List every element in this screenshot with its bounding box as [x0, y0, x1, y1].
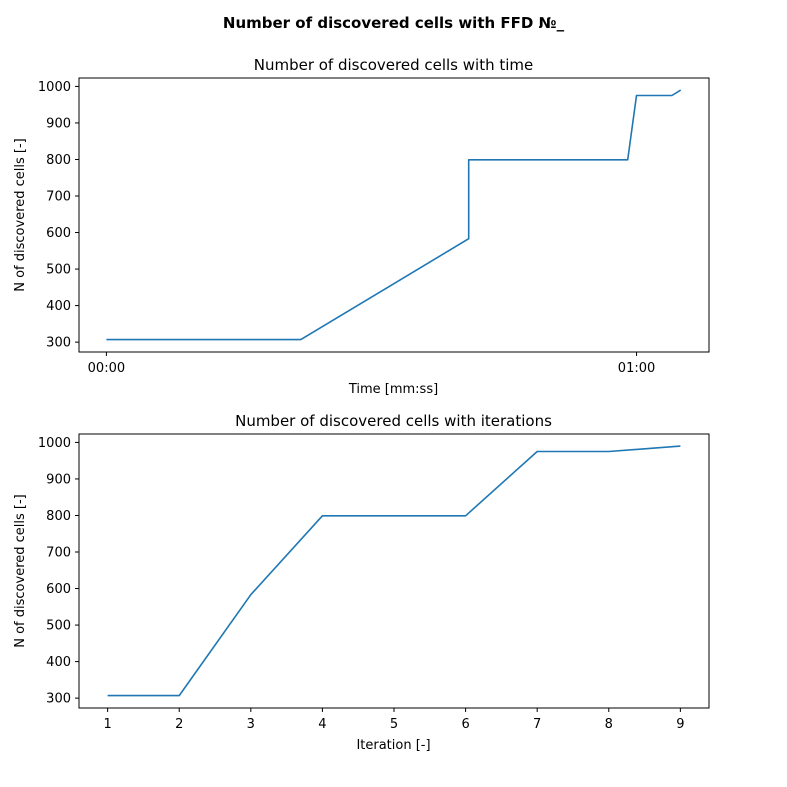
- time-chart-xtick-label: 01:00: [618, 361, 655, 376]
- time-chart: Number of discovered cells with time Tim…: [13, 56, 710, 397]
- time-chart-ytick-label: 700: [46, 190, 71, 205]
- time-chart-ytick-label: 1000: [38, 80, 71, 95]
- time-chart-ytick-label: 900: [46, 116, 71, 131]
- time-chart-ytick-label: 800: [46, 153, 71, 168]
- iteration-chart-ytick-label: 900: [46, 472, 71, 487]
- iteration-chart-xtick-label: 9: [676, 717, 684, 732]
- time-chart-ytick-label: 600: [46, 226, 71, 241]
- iteration-chart-ytick-label: 600: [46, 582, 71, 597]
- iteration-chart-ytick-label: 1000: [38, 436, 71, 451]
- iteration-chart-xtick-label: 1: [103, 717, 111, 732]
- figure-suptitle: Number of discovered cells with FFD №_: [223, 14, 565, 32]
- time-chart-ytick-label: 400: [46, 299, 71, 314]
- iteration-chart-title: Number of discovered cells with iteratio…: [235, 412, 552, 430]
- iteration-chart-frame: [78, 433, 710, 709]
- time-chart-frame: [78, 77, 710, 353]
- iteration-chart-xlabel: Iteration [-]: [356, 738, 430, 753]
- iteration-chart-ytick-label: 300: [46, 692, 71, 707]
- iteration-chart-xtick-label: 5: [390, 717, 398, 732]
- iteration-chart-ytick-label: 400: [46, 655, 71, 670]
- time-chart-xlabel: Time [mm:ss]: [348, 382, 438, 397]
- time-chart-series-line: [106, 89, 682, 341]
- iteration-chart-ylabel: N of discovered cells [-]: [13, 494, 28, 648]
- iteration-chart-xtick-label: 7: [533, 717, 541, 732]
- iteration-chart-xtick-label: 6: [461, 717, 469, 732]
- time-chart-ylabel: N of discovered cells [-]: [13, 138, 28, 292]
- iteration-chart-xtick-label: 4: [318, 717, 326, 732]
- iteration-chart-ytick-label: 500: [46, 619, 71, 634]
- time-chart-ytick-label: 300: [46, 336, 71, 351]
- iteration-chart: Number of discovered cells with iteratio…: [13, 412, 710, 753]
- iteration-chart-xtick-label: 8: [605, 717, 613, 732]
- iteration-chart-ytick-label: 700: [46, 546, 71, 561]
- time-chart-xtick-label: 00:00: [88, 361, 125, 376]
- time-chart-title: Number of discovered cells with time: [254, 56, 534, 74]
- iteration-chart-ytick-label: 800: [46, 509, 71, 524]
- iteration-chart-xtick-label: 2: [175, 717, 183, 732]
- iteration-chart-xtick-label: 3: [247, 717, 255, 732]
- time-chart-ytick-label: 500: [46, 263, 71, 278]
- iteration-chart-series-line: [107, 445, 681, 697]
